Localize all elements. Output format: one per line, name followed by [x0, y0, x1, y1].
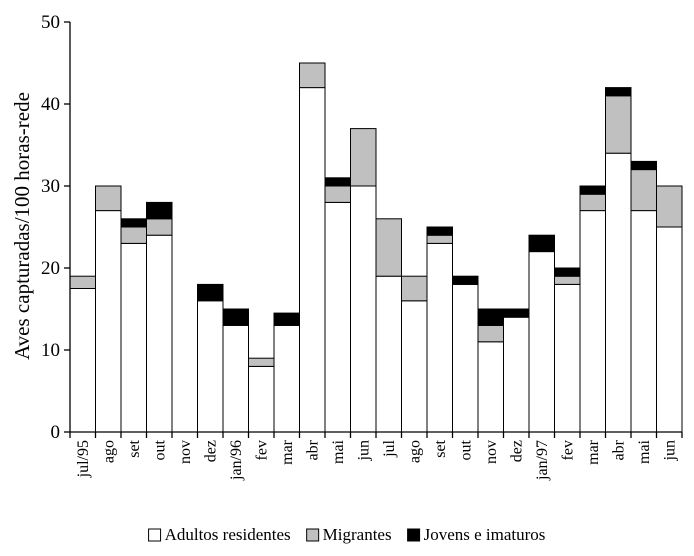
bar-segment-adultos-residentes — [503, 316, 530, 433]
x-tick-label: nov — [177, 440, 194, 464]
bar-segment-migrantes — [248, 357, 275, 367]
bar-segment-migrantes — [324, 185, 351, 203]
bar-segment-jovens-e-imaturos — [503, 308, 530, 318]
bar-segment-migrantes — [656, 185, 683, 228]
bar-segment-jovens-e-imaturos — [452, 275, 479, 285]
x-tick-label: nov — [483, 440, 500, 464]
y-tick-label: 30 — [41, 176, 60, 197]
legend-swatch-adultos-residentes — [148, 528, 162, 542]
legend-label: Jovens e imaturos — [424, 525, 546, 544]
bar-segment-migrantes — [477, 324, 504, 343]
bar-segment-migrantes — [554, 275, 581, 285]
x-tick-label: out — [457, 439, 474, 460]
x-tick-label: jul — [381, 439, 398, 457]
bar-segment-migrantes — [401, 275, 428, 302]
x-tick-label: abr — [304, 439, 321, 460]
x-tick-label: set — [432, 439, 449, 457]
bar-segment-migrantes — [95, 185, 122, 212]
legend-label: Migrantes — [323, 525, 392, 544]
bar-segment-adultos-residentes — [146, 234, 173, 433]
x-tick-label: mai — [636, 439, 653, 464]
legend-swatch-jovens-e-imaturos — [407, 528, 421, 542]
bar-segment-adultos-residentes — [273, 324, 300, 433]
bar-segment-migrantes — [350, 128, 377, 187]
bar-segment-migrantes — [426, 234, 453, 244]
y-tick-label: 50 — [41, 12, 60, 33]
bar-segment-jovens-e-imaturos — [426, 226, 453, 236]
bar-segment-jovens-e-imaturos — [477, 308, 504, 326]
bar-segment-adultos-residentes — [579, 210, 606, 433]
bar-segment-adultos-residentes — [95, 210, 122, 433]
bar-segment-adultos-residentes — [69, 288, 96, 433]
x-tick-label: abr — [610, 439, 627, 460]
x-tick-label: fev — [559, 440, 576, 460]
bar-segment-adultos-residentes — [605, 152, 632, 433]
x-tick-label: ago — [406, 440, 423, 463]
y-axis-label: Aves capturadas/100 horas-rede — [10, 92, 34, 360]
bar-segment-migrantes — [605, 95, 632, 154]
bar-segment-migrantes — [120, 226, 147, 244]
bar-segment-adultos-residentes — [197, 300, 224, 433]
y-tick-label: 20 — [41, 258, 60, 279]
legend: Adultos residentes Migrantes Jovens e imat… — [148, 525, 546, 544]
bar-segment-jovens-e-imaturos — [554, 267, 581, 277]
bar-segment-jovens-e-imaturos — [630, 160, 657, 171]
y-ticks: 0 10 20 30 40 50 — [41, 12, 70, 443]
bar-segment-migrantes — [299, 62, 326, 89]
bar-segment-migrantes — [146, 218, 173, 236]
bars-group — [69, 62, 683, 433]
x-tick-label: jan/97 — [534, 440, 551, 481]
y-tick-label: 10 — [41, 340, 60, 361]
bar-segment-adultos-residentes — [630, 210, 657, 433]
x-tick-label: set — [126, 439, 143, 457]
legend-swatch-migrantes — [306, 528, 320, 542]
bar-segment-jovens-e-imaturos — [146, 201, 173, 220]
x-tick-label: jul/95 — [75, 440, 92, 478]
x-tick-label: jan/96 — [228, 440, 245, 481]
bar-segment-adultos-residentes — [452, 283, 479, 433]
bar-segment-jovens-e-imaturos — [120, 218, 147, 228]
bar-segment-migrantes — [69, 275, 96, 290]
x-tick-label: jun — [355, 440, 372, 461]
bar-segment-adultos-residentes — [528, 251, 555, 433]
bar-segment-adultos-residentes — [477, 341, 504, 433]
x-tick-label: fev — [253, 440, 270, 460]
bar-segment-adultos-residentes — [222, 324, 249, 433]
bar-segment-migrantes — [630, 169, 657, 212]
bar-segment-migrantes — [375, 218, 402, 277]
x-tick-label: mai — [330, 439, 347, 464]
bar-segment-jovens-e-imaturos — [197, 283, 224, 302]
bar-segment-migrantes — [579, 193, 606, 212]
bar-segment-adultos-residentes — [248, 365, 275, 433]
bar-segment-jovens-e-imaturos — [579, 185, 606, 195]
bar-segment-adultos-residentes — [375, 275, 402, 433]
bar-segment-jovens-e-imaturos — [273, 312, 300, 326]
bar-segment-adultos-residentes — [350, 185, 377, 433]
x-tick-label: dez — [508, 440, 525, 462]
bar-segment-adultos-residentes — [299, 87, 326, 433]
bar-segment-jovens-e-imaturos — [324, 177, 351, 187]
x-tick-label: jun — [661, 440, 678, 461]
bar-segment-adultos-residentes — [656, 226, 683, 433]
bar-segment-adultos-residentes — [426, 242, 453, 433]
legend-label: Adultos residentes — [165, 525, 291, 544]
x-tick-label: mar — [279, 439, 296, 465]
x-tick-label: out — [151, 439, 168, 460]
bar-segment-jovens-e-imaturos — [222, 308, 249, 326]
y-tick-label: 40 — [41, 94, 60, 115]
x-tick-label: dez — [202, 440, 219, 462]
x-tick-label: ago — [100, 440, 117, 463]
bar-segment-jovens-e-imaturos — [605, 87, 632, 97]
y-tick-label: 0 — [51, 422, 61, 443]
x-tick-label: mar — [585, 439, 602, 465]
bar-segment-adultos-residentes — [554, 283, 581, 433]
bar-segment-adultos-residentes — [324, 201, 351, 433]
bar-segment-adultos-residentes — [401, 300, 428, 433]
x-ticks: jul/95 ago set out nov dez jan/96 fev mar abr mai j… — [69, 432, 683, 481]
bar-segment-jovens-e-imaturos — [528, 234, 555, 253]
bar-segment-adultos-residentes — [120, 242, 147, 433]
